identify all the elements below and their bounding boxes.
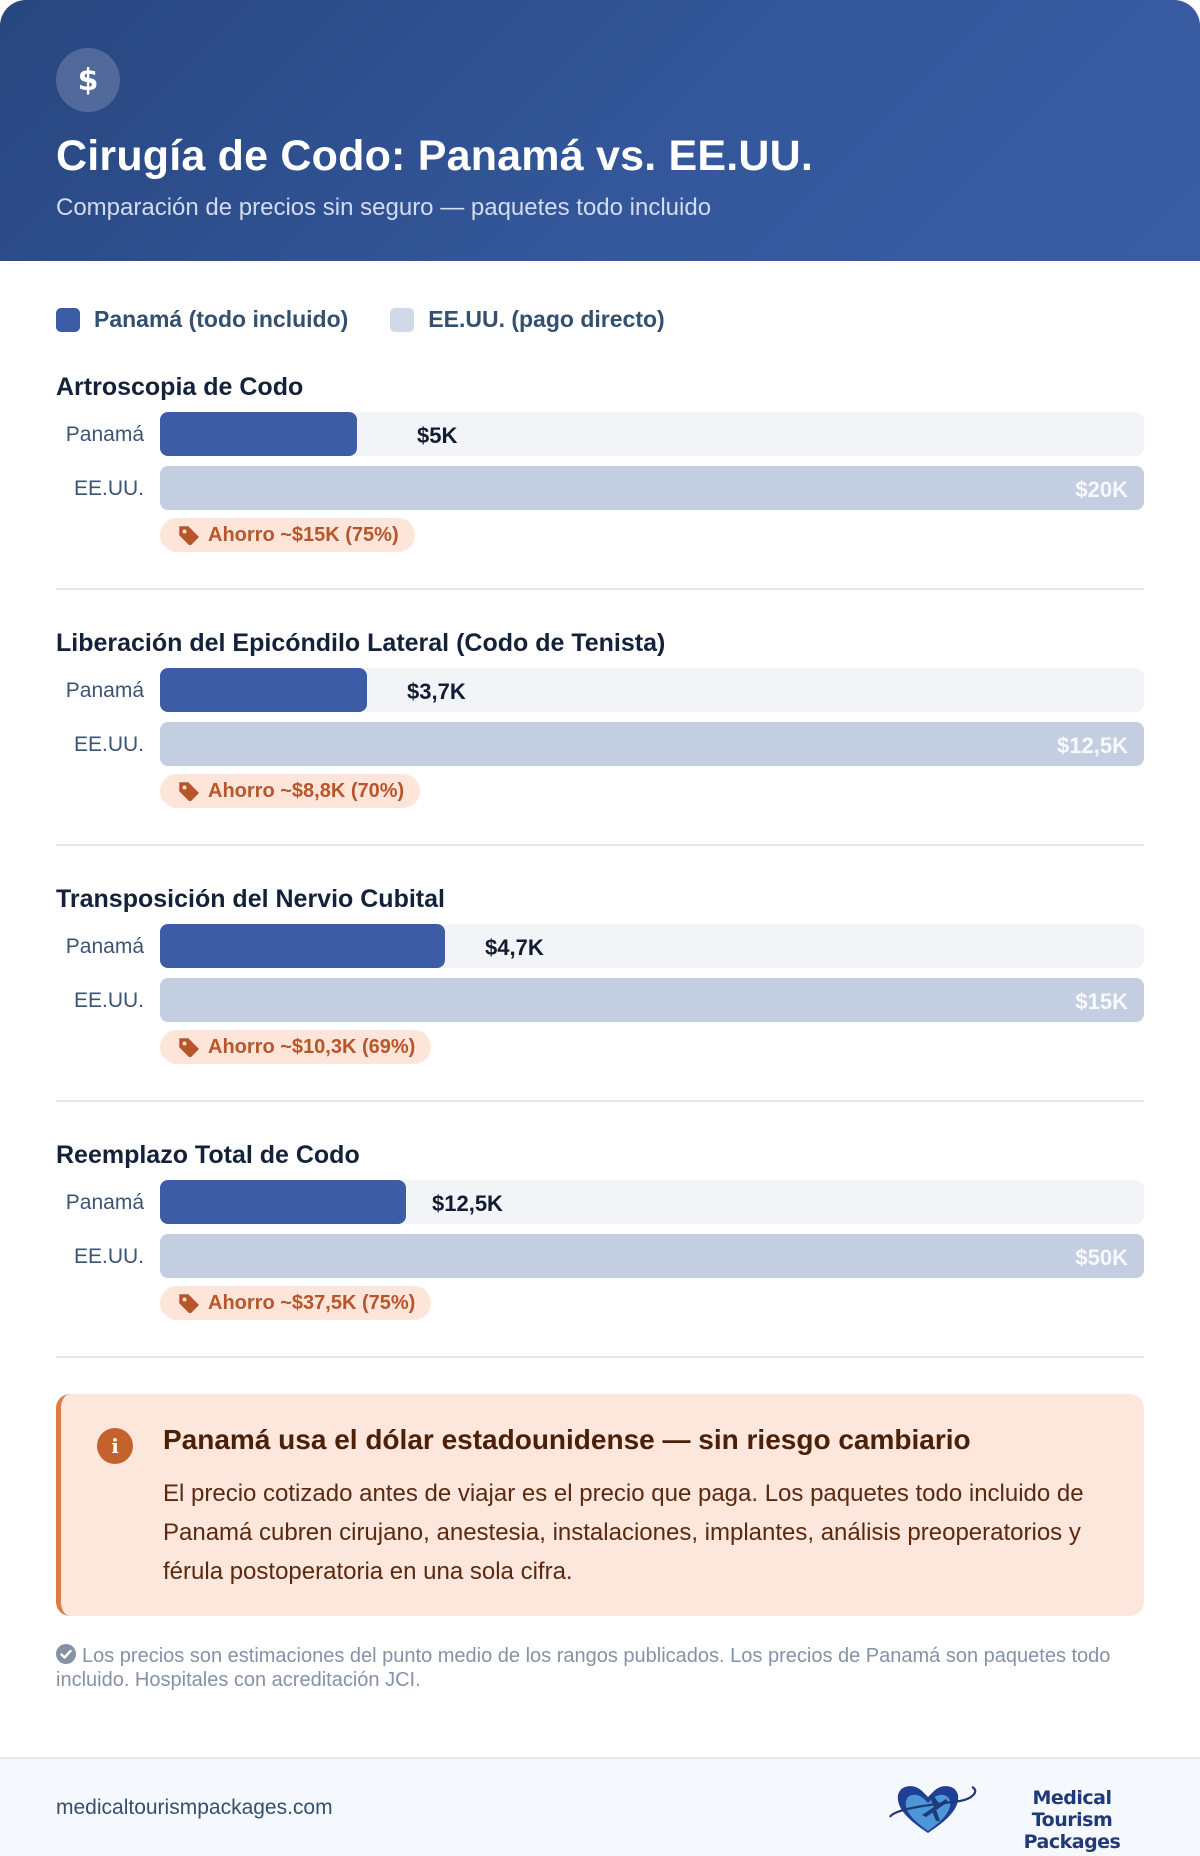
tag-icon <box>179 782 199 801</box>
panama-bar <box>160 1180 406 1224</box>
bar-row-panama: Panamá $12,5K <box>56 1180 1144 1224</box>
bar-track: $20K <box>160 466 1144 510</box>
procedure-title: Liberación del Epicóndilo Lateral (Codo … <box>56 629 666 657</box>
legend-item-panama: Panamá (todo incluido) <box>56 306 348 333</box>
savings-badge: Ahorro ~$8,8K (70%) <box>160 774 421 808</box>
panama-value: $3,7K <box>407 679 466 704</box>
us-value: $20K <box>1075 477 1128 502</box>
procedure-title: Artroscopia de Codo <box>56 373 304 401</box>
row-label: EE.UU. <box>73 733 144 756</box>
info-icon: i <box>97 1428 133 1464</box>
row-label: Panamá <box>65 679 144 702</box>
tag-icon <box>179 1294 199 1313</box>
heart-plane-logo-icon <box>889 1786 977 1833</box>
us-value: $15K <box>1075 989 1128 1014</box>
panama-bar <box>160 924 445 968</box>
bar-track: $12,5K <box>160 1180 1144 1224</box>
bar-row-us: EE.UU. $20K <box>56 466 1144 510</box>
procedure-title: Reemplazo Total de Codo <box>56 1141 360 1169</box>
section-divider <box>56 1356 1144 1358</box>
us-bar <box>160 978 1144 1022</box>
bar-track: $5K <box>160 412 1144 456</box>
bar-track: $4,7K <box>160 924 1144 968</box>
page-subtitle: Comparación de precios sin seguro — paqu… <box>56 194 712 221</box>
bar-row-us: EE.UU. $12,5K <box>56 722 1144 766</box>
bar-row-us: EE.UU. $50K <box>56 1234 1144 1278</box>
savings-badge: Ahorro ~$10,3K (69%) <box>160 1030 432 1064</box>
page-title: Cirugía de Codo: Panamá vs. EE.UU. <box>56 132 814 180</box>
panama-value: $4,7K <box>485 935 544 960</box>
row-label: Panamá <box>65 1191 144 1214</box>
footer-site-link[interactable]: medicaltourismpackages.com <box>56 1796 333 1819</box>
bar-track: $3,7K <box>160 668 1144 712</box>
row-label: Panamá <box>65 935 144 958</box>
bar-row-panama: Panamá $5K <box>56 412 1144 456</box>
legend-item-us: EE.UU. (pago directo) <box>390 306 665 333</box>
check-circle-icon <box>56 1644 76 1664</box>
us-value: $50K <box>1075 1245 1128 1270</box>
info-callout: i Panamá usa el dólar estadounidense — s… <box>56 1394 1144 1616</box>
procedure-section: Liberación del Epicóndilo Lateral (Codo … <box>56 629 1144 885</box>
bar-row-panama: Panamá $3,7K <box>56 668 1144 712</box>
header: $ Cirugía de Codo: Panamá vs. EE.UU. Com… <box>0 0 1200 261</box>
savings-badge: Ahorro ~$15K (75%) <box>160 518 415 552</box>
info-title: Panamá usa el dólar estadounidense — sin… <box>163 1424 971 1455</box>
procedure-section: Transposición del Nervio Cubital Panamá $4… <box>56 885 1144 1141</box>
us-bar <box>160 722 1144 766</box>
info-body: El precio cotizado antes de viajar es el… <box>163 1480 1084 1585</box>
row-label: Panamá <box>65 423 144 446</box>
row-label: EE.UU. <box>73 1245 144 1268</box>
panama-value: $12,5K <box>432 1191 503 1216</box>
tag-icon <box>179 526 199 545</box>
section-divider <box>56 588 1144 590</box>
legend-swatch-us <box>390 307 415 332</box>
tag-icon <box>179 1038 199 1057</box>
footer: medicaltourismpackages.com Medical Touri… <box>0 1757 1200 1856</box>
panama-bar <box>160 668 367 712</box>
bar-row-us: EE.UU. $15K <box>56 978 1144 1022</box>
bar-row-panama: Panamá $4,7K <box>56 924 1144 968</box>
procedure-section: Artroscopia de Codo Panamá $5K EE.UU. $20K Ah… <box>56 373 1144 629</box>
dollar-icon: $ <box>56 48 120 112</box>
legend: Panamá (todo incluido) EE.UU. (pago dire… <box>56 306 707 333</box>
section-divider <box>56 844 1144 846</box>
section-divider <box>56 1100 1144 1102</box>
row-label: EE.UU. <box>73 477 144 500</box>
panama-value: $5K <box>417 423 458 448</box>
bar-track: $12,5K <box>160 722 1144 766</box>
panama-bar <box>160 412 357 456</box>
brand-name: Medical Tourism Packages <box>1023 1787 1121 1853</box>
procedure-section: Reemplazo Total de Codo Panamá $12,5K EE.UU… <box>56 1141 1144 1397</box>
disclaimer-text: Los precios son estimaciones del punto m… <box>56 1645 1111 1691</box>
procedure-title: Transposición del Nervio Cubital <box>56 885 445 913</box>
brand-logo: Medical Tourism Packages <box>888 1781 1148 1853</box>
legend-swatch-panama <box>56 307 80 332</box>
disclaimer: Los precios son estimaciones del punto m… <box>56 1644 1116 1692</box>
us-bar <box>160 466 1144 510</box>
us-value: $12,5K <box>1057 733 1128 758</box>
savings-badge: Ahorro ~$37,5K (75%) <box>160 1286 432 1320</box>
us-bar <box>160 1234 1144 1278</box>
bar-track: $15K <box>160 978 1144 1022</box>
row-label: EE.UU. <box>73 989 144 1012</box>
bar-track: $50K <box>160 1234 1144 1278</box>
